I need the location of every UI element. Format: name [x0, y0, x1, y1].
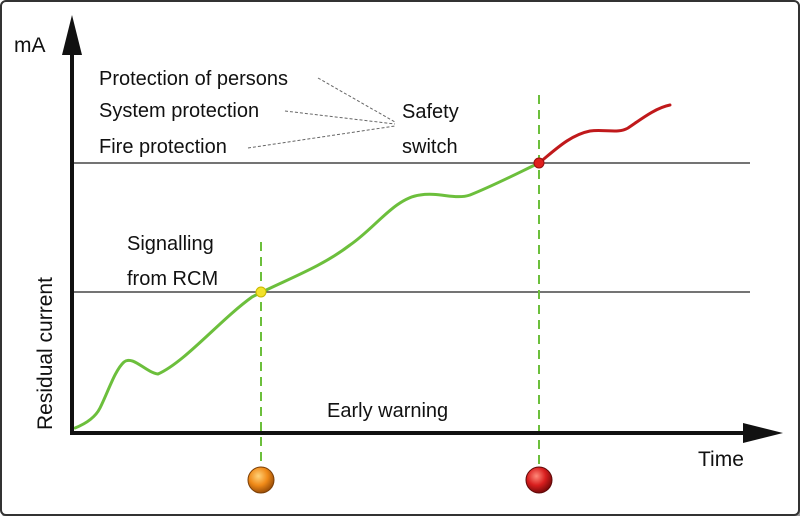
protection-system-label: System protection — [99, 100, 259, 122]
early-warning-label: Early warning — [327, 400, 448, 422]
signalling-label-line2: from RCM — [127, 268, 218, 290]
safety-switch-label-line1: Safety — [402, 101, 459, 123]
y-axis-arrow — [62, 15, 82, 55]
protection-fire-label: Fire protection — [99, 136, 227, 158]
leader-line-persons — [317, 77, 396, 123]
protection-persons-label: Protection of persons — [99, 68, 288, 90]
x-axis-label: Time — [698, 448, 744, 471]
trip-curve — [537, 103, 672, 165]
signalling-label-line1: Signalling — [127, 233, 214, 255]
y-axis-label: Residual current — [34, 277, 57, 430]
x-axis-arrow — [743, 423, 783, 443]
safety-switch-label-line2: switch — [402, 136, 458, 158]
red-indicator-icon — [525, 466, 553, 494]
warning-point — [255, 286, 267, 298]
residual-current-curve — [73, 161, 541, 430]
y-axis-unit: mA — [14, 34, 46, 57]
leader-line-system — [284, 110, 396, 125]
leader-line-fire — [247, 125, 396, 149]
trip-point — [533, 157, 545, 169]
orange-indicator-icon — [247, 466, 275, 494]
